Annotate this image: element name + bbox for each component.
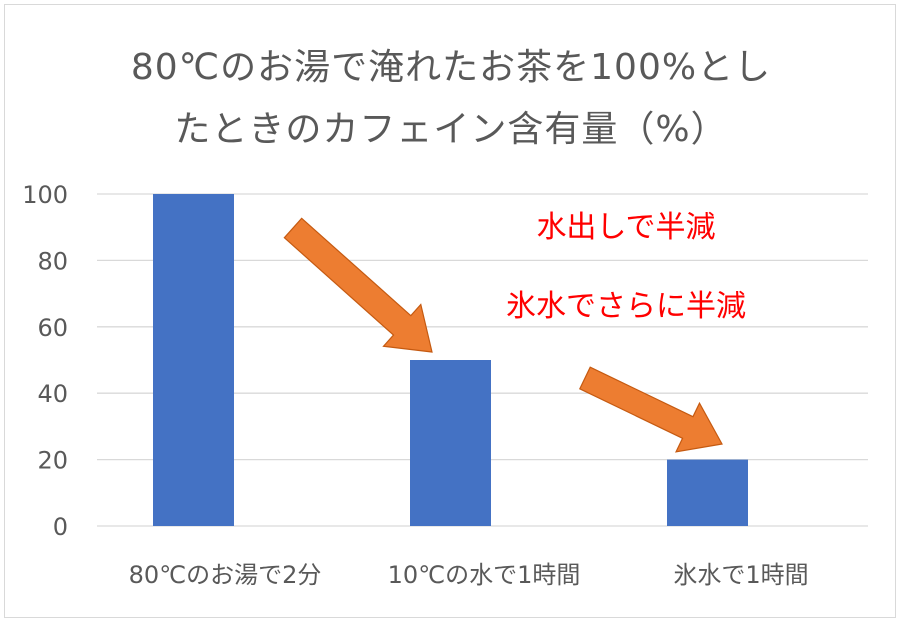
annotation-further-half: 氷水でさらに半減 — [506, 289, 746, 324]
annotation-half: 水出しで半減 — [536, 210, 715, 245]
y-tick-label: 20 — [37, 447, 68, 475]
y-tick-label: 60 — [37, 314, 68, 342]
y-tick-label: 100 — [22, 181, 68, 209]
chart-title-line-2: たときのカフェイン含有量（%） — [174, 109, 728, 150]
bar — [667, 459, 748, 526]
y-tick-label: 80 — [37, 247, 68, 275]
x-tick-label: 80℃のお湯で2分 — [129, 561, 322, 589]
arrow-1 — [283, 217, 433, 353]
x-tick-label: 10℃の水で1時間 — [388, 561, 581, 589]
bar — [410, 360, 491, 526]
y-tick-label: 0 — [53, 513, 68, 541]
y-tick-label: 40 — [37, 380, 68, 408]
bar — [153, 194, 234, 526]
arrow-2 — [578, 366, 723, 453]
x-tick-label: 氷水で1時間 — [673, 561, 808, 589]
chart-title-line-1: 80℃のお湯で淹れたお茶を100%とし — [130, 47, 772, 88]
